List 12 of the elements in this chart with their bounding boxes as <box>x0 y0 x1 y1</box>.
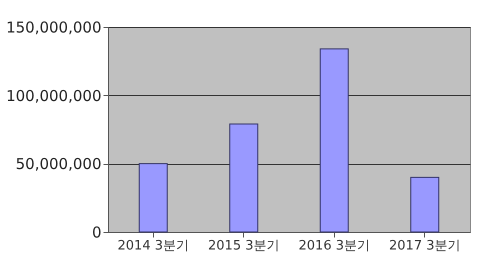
bar <box>229 124 258 232</box>
y-tick-label: 150,000,000 <box>6 18 102 36</box>
x-tick-label: 2017 3분기 <box>389 238 460 254</box>
bar <box>410 176 440 232</box>
bar <box>138 163 168 232</box>
x-tick-label: 2016 3분기 <box>298 238 370 254</box>
y-tick-label: 0 <box>92 224 102 242</box>
bar <box>320 48 349 232</box>
y-tick-label: 50,000,000 <box>16 155 102 174</box>
y-tick-label: 100,000,000 <box>6 86 102 105</box>
x-tick-label: 2014 3분기 <box>118 238 189 254</box>
x-tick-label: 2015 3분기 <box>208 238 280 254</box>
